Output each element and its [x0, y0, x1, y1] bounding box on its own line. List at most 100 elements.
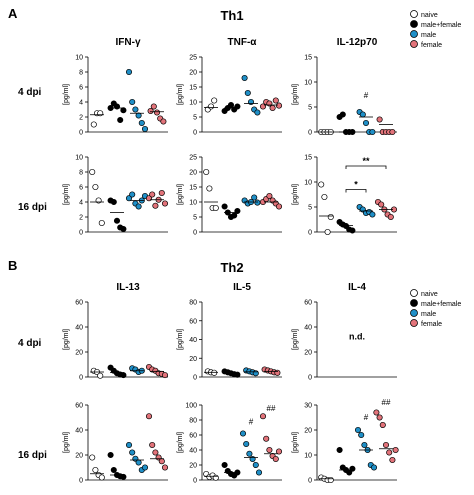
point-pa-r1-c1-mf-0 [221, 203, 228, 210]
point-pb-r1-c1-male-4 [252, 461, 259, 469]
legend-marker-male-female [410, 20, 418, 28]
point-pa-r1-c2-male-4 [369, 211, 376, 218]
y-axis-label-pb-r0-c1: [pg/ml] [177, 329, 184, 350]
legend-item-male-b: male [410, 309, 436, 318]
y-axis-label-pb-r0-c0: [pg/ml] [63, 329, 70, 350]
y-tick-label-pa-r0-c0-0: 0 [79, 130, 83, 137]
y-tick-label-pb-r1-c1-60: 60 [189, 433, 197, 440]
point-pa-r1-c0-male-3 [135, 203, 142, 210]
point-pb-r1-c1-male-1 [243, 440, 250, 448]
point-pa-r0-c1-female-5 [275, 102, 283, 109]
point-pa-r1-c1-male-4 [254, 199, 261, 206]
point-pb-r1-c0-female-1 [149, 441, 156, 449]
point-pb-r1-c2-female-5 [389, 456, 396, 464]
point-pb-r1-c0-mf-1 [110, 466, 117, 474]
point-pb-r1-c1-male-0 [239, 430, 247, 437]
plot-title-pb-r0-c1: IL-5 [233, 282, 251, 293]
y-tick-label-pb-r1-c0-60: 60 [75, 403, 83, 410]
y-tick-label-pa-r0-c0-2: 2 [79, 115, 83, 122]
point-pb-r1-c2-female-2 [379, 421, 386, 429]
point-pa-r0-c1-male-1 [244, 89, 251, 97]
point-pa-r0-c0-mf-3 [117, 116, 124, 124]
plot-pb-r1-c0: [pg/ml] 0 20 40 60 [63, 403, 169, 485]
point-pb-r1-c1-female-1 [263, 435, 270, 442]
y-tick-label-pb-r0-c1-60: 60 [189, 318, 197, 325]
point-pa-r0-c1-naive-1 [207, 103, 215, 110]
y-tick-label-pb-r0-c2-60: 60 [304, 300, 312, 307]
point-pa-r1-c2-mf-4 [349, 227, 356, 234]
y-tick-label-pb-r1-c2-20: 20 [304, 428, 312, 435]
y-tick-label-pa-r1-c0-6: 6 [79, 185, 83, 192]
plot-title-pb-r0-c2: IL-4 [348, 282, 366, 293]
point-pb-r1-c2-female-1 [376, 414, 383, 421]
point-pa-r1-c1-naive-0 [203, 168, 210, 176]
y-tick-label-pb-r1-c0-20: 20 [75, 453, 83, 460]
row-label-a-16dpi: 16 dpi [18, 202, 47, 213]
point-pa-r1-c2-naive-2 [324, 228, 331, 236]
legend-label-male-female: male+female [421, 22, 461, 29]
point-pb-r1-c0-male-3 [135, 459, 142, 466]
y-tick-label-pa-r1-c1-5: 5 [193, 215, 197, 222]
point-pb-r1-c0-female-0 [145, 413, 153, 420]
y-tick-label-pa-r0-c2-5: 5 [308, 105, 312, 112]
y-tick-label-pb-r1-c1-100: 100 [185, 403, 197, 410]
point-pb-r1-c0-naive-3 [98, 474, 105, 481]
point-pa-r1-c0-naive-3 [98, 219, 105, 227]
y-tick-label-pb-r1-c2-10: 10 [304, 453, 312, 460]
y-tick-label-pa-r0-c0-10: 10 [75, 55, 83, 62]
point-pa-r1-c0-female-1 [149, 191, 156, 198]
y-tick-label-pb-r0-c0-60: 60 [75, 300, 83, 307]
point-pa-r0-c0-male-5 [141, 125, 149, 133]
y-tick-label-pb-r0-c1-0: 0 [193, 375, 197, 382]
point-pa-r0-c2-female-0 [376, 116, 383, 123]
point-pb-r1-c0-female-2 [152, 449, 159, 456]
y-tick-label-pb-r0-c0-40: 40 [75, 325, 83, 332]
y-tick-label-pa-r0-c1-0: 0 [193, 130, 197, 137]
point-pa-r1-c0-naive-0 [89, 168, 96, 176]
y-tick-label-pa-r0-c1-25: 25 [189, 55, 197, 62]
point-pb-r1-c0-mf-4 [120, 473, 127, 480]
point-pb-r0-c1-mf-4 [234, 371, 241, 378]
point-pa-r1-c0-mf-4 [120, 225, 127, 233]
annotation-pb-r1-c1-0: # [249, 418, 254, 427]
legend-label-male-female-b: male+female [421, 301, 461, 308]
point-pb-r0-c0-mf-4 [120, 372, 127, 379]
point-pa-r1-c1-female-5 [275, 203, 283, 210]
point-pb-r0-c0-naive-2 [97, 372, 104, 379]
annotation-pa-r0-c2-0: # [364, 91, 369, 100]
row-label-b-4dpi: 4 dpi [18, 338, 42, 349]
legend-label-naive: naive [421, 12, 438, 19]
row-label-b-16dpi: 16 dpi [18, 450, 47, 461]
point-pb-r1-c0-naive-0 [89, 454, 96, 461]
y-tick-label-pb-r0-c2-40: 40 [304, 325, 312, 332]
y-tick-label-pa-r1-c0-2: 2 [79, 215, 83, 222]
plot-title-pb-r0-c0: IL-13 [116, 282, 140, 293]
y-axis-label-pa-r0-c0: [pg/ml] [63, 84, 70, 105]
plot-title-pa-r0-c2: IL-12p70 [337, 37, 378, 48]
point-pa-r1-c0-female-2 [152, 202, 159, 209]
y-tick-label-pa-r1-c0-4: 4 [79, 200, 83, 207]
point-pa-r1-c1-male-3 [251, 194, 258, 201]
plots: IFN-γ[pg/ml]0246810TNF-α[pg/ml]051015202… [63, 37, 399, 485]
y-tick-label-pa-r0-c2-0: 0 [308, 130, 312, 137]
point-pa-r0-c2-male-1 [359, 111, 366, 118]
y-tick-label-pb-r0-c1-40: 40 [189, 337, 197, 344]
y-tick-label-pa-r1-c1-15: 15 [189, 185, 197, 192]
row-label-a-4dpi: 4 dpi [18, 87, 42, 98]
annotation-pb-r0-c2-0: n.d. [349, 332, 365, 342]
y-tick-label-pa-r0-c2-15: 15 [304, 55, 312, 62]
y-axis-label-pb-r1-c1: [pg/ml] [177, 432, 184, 453]
y-tick-label-pb-r1-c1-80: 80 [189, 418, 197, 425]
y-tick-label-pa-r1-c1-20: 20 [189, 170, 197, 177]
legend-label-female: female [421, 42, 442, 49]
y-tick-label-pb-r1-c2-30: 30 [304, 403, 312, 410]
annotation-pb-r1-c1-1: ## [267, 404, 276, 413]
point-pb-r1-c1-female-4 [272, 455, 279, 463]
y-tick-label-pb-r1-c0-0: 0 [79, 478, 83, 485]
point-pa-r0-c1-male-0 [241, 74, 248, 82]
point-pa-r0-c0-male-2 [132, 106, 139, 113]
point-pa-r1-c0-mf-2 [113, 217, 121, 224]
point-pb-r1-c0-female-5 [161, 464, 169, 471]
point-pa-r1-c0-female-5 [161, 200, 169, 207]
